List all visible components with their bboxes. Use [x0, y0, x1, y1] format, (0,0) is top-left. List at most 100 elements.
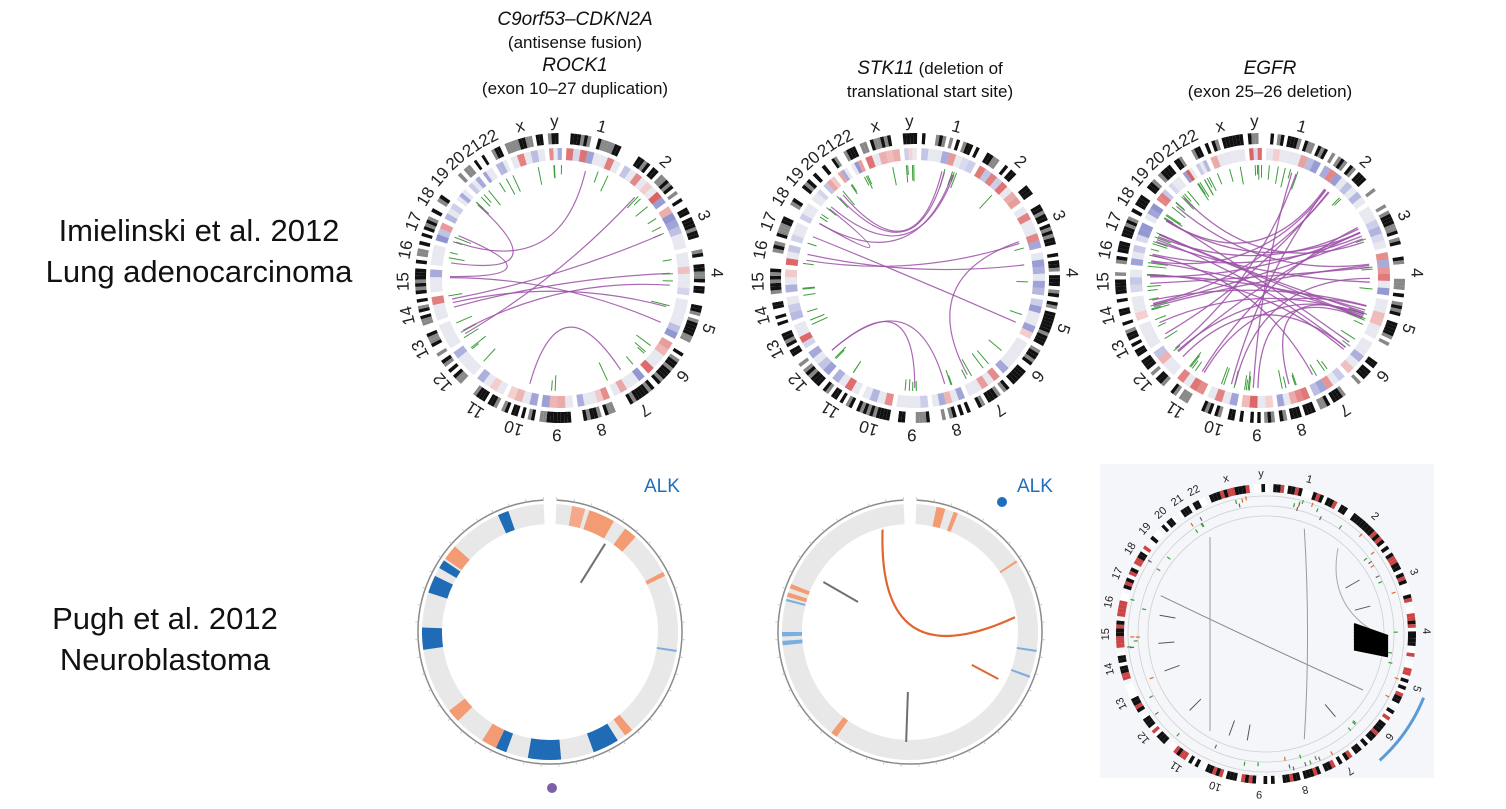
ideogram-band [638, 160, 648, 172]
axis-tick [997, 730, 1000, 734]
ideogram-band [770, 259, 783, 265]
ideogram-band [1302, 770, 1308, 780]
copy-number-segment [787, 302, 802, 314]
translocation-link [1159, 297, 1364, 324]
snv-tick [635, 206, 648, 217]
axis-tick [489, 750, 492, 754]
copy-number-segment [1272, 148, 1281, 162]
copy-number-segment [946, 511, 958, 532]
track-mark [1235, 499, 1238, 505]
copy-number-segment [789, 309, 804, 321]
ideogram-band [1348, 169, 1359, 180]
ideogram-band [1360, 364, 1371, 375]
copy-number-segment [1195, 163, 1205, 176]
ideogram-band [883, 135, 890, 148]
ideogram-band [467, 381, 478, 392]
axis-tick [809, 541, 813, 545]
ideogram-band [812, 172, 824, 184]
chromosome-label: 6 [672, 366, 693, 385]
copy-number-segment [1031, 287, 1045, 296]
copy-number-segment [441, 326, 455, 338]
copy-number-segment [1013, 337, 1028, 350]
ideogram-band [1344, 749, 1353, 759]
ideogram-band [416, 297, 428, 303]
copy-number-segment [1162, 189, 1174, 201]
ideogram-band [957, 404, 964, 416]
axis-tick [429, 570, 433, 573]
ideogram-band [1407, 627, 1416, 632]
marker-dot [997, 497, 1007, 507]
ideogram-band [1117, 303, 1130, 310]
ideogram-band [1181, 751, 1190, 761]
copy-number-segment [1019, 327, 1033, 340]
copy-number-segment [594, 389, 604, 403]
axis-tick [667, 570, 671, 573]
chromosome-label: 15 [393, 272, 412, 291]
ideogram-band [510, 404, 518, 416]
snv-tick [1291, 171, 1299, 190]
ideogram-band [1017, 361, 1029, 372]
ideogram-band [1276, 134, 1282, 146]
structural-link [1164, 664, 1180, 672]
dense-link [1353, 639, 1389, 651]
dense-link [1353, 632, 1389, 645]
ideogram-band [1041, 319, 1053, 327]
axis-tick [788, 689, 792, 692]
ideogram-band [667, 190, 679, 201]
ideogram-band [1292, 772, 1298, 782]
copy-number-segment [1329, 172, 1343, 187]
ideogram-band [1245, 484, 1251, 494]
ideogram-band [1047, 260, 1060, 265]
ideogram-band [1273, 133, 1278, 146]
ideogram-band [1048, 278, 1060, 283]
ideogram-band [830, 387, 840, 398]
ideogram-band [668, 353, 680, 363]
ideogram-band [524, 136, 531, 148]
copy-number-segment [805, 203, 819, 215]
ideogram-band [1317, 494, 1325, 504]
ideogram-band [1241, 485, 1247, 494]
ideogram-band [436, 347, 448, 357]
snv-tick [637, 347, 645, 354]
copy-number-segment [1368, 226, 1383, 238]
axis-tick [983, 741, 986, 745]
snv-tick [864, 176, 870, 186]
copy-number-segment [786, 251, 800, 260]
copy-number-segment [537, 148, 546, 162]
ideogram-band [1260, 411, 1265, 423]
ideogram-band [1396, 575, 1406, 583]
copy-number-segment [639, 181, 653, 196]
ideogram-band [1178, 388, 1188, 400]
ideogram-band [446, 184, 458, 195]
snv-tick [1154, 236, 1171, 244]
ideogram-band [773, 244, 785, 251]
chromosome-label: x [1222, 472, 1231, 485]
track-mark [1200, 522, 1204, 528]
ideogram-band [430, 338, 443, 348]
ideogram-band [1042, 233, 1055, 241]
chromosome-label: 13 [1107, 337, 1133, 362]
ideogram-band [786, 208, 798, 217]
copy-number-segment [662, 212, 676, 225]
ideogram-band [1270, 775, 1275, 784]
ideogram-band [1033, 210, 1045, 219]
copy-number-segment [564, 395, 574, 408]
ideogram-band [1319, 396, 1328, 409]
snv-tick [907, 165, 909, 175]
ideogram-band [1328, 391, 1337, 403]
ideogram-band [774, 310, 786, 317]
snv-tick [470, 335, 487, 349]
ideogram-band [424, 222, 437, 230]
snv-tick [821, 213, 829, 220]
copy-number-segment [1139, 222, 1154, 233]
ideogram-band [1362, 361, 1374, 372]
chromosome-label: 18 [1122, 540, 1139, 557]
ideogram-band [1134, 344, 1146, 354]
track-mark [1394, 677, 1399, 680]
ideogram-band [1393, 271, 1405, 276]
translocation-link [1183, 197, 1365, 254]
ideogram-band [1033, 337, 1045, 347]
ideogram-band [1132, 698, 1142, 707]
copy-number-segment [453, 345, 468, 359]
ideogram-band [1397, 683, 1407, 691]
